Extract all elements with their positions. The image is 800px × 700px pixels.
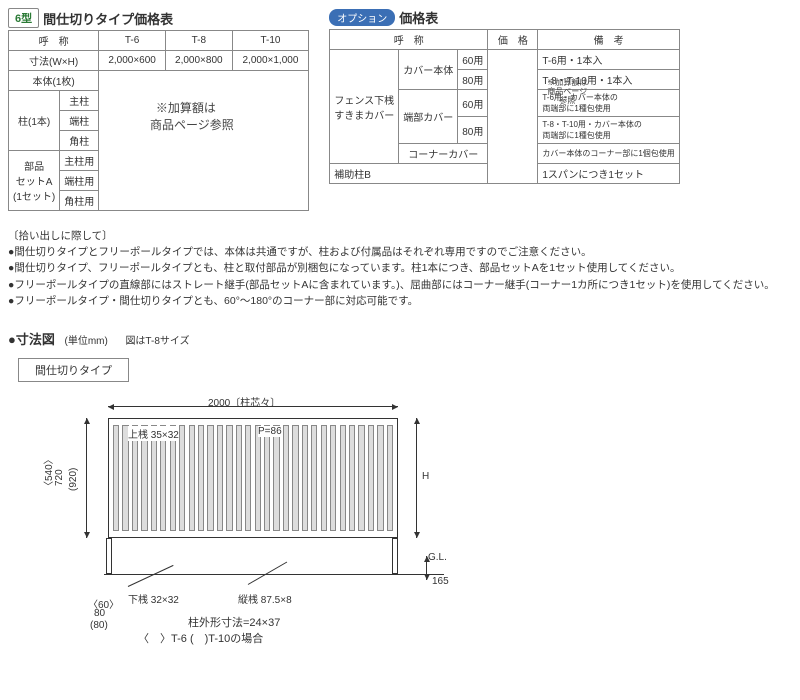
cell: カバー本体 xyxy=(399,50,458,90)
table1-title: 間仕切りタイプ価格表 xyxy=(43,9,173,28)
notes-lead: 〔拾い出しに際して〕 xyxy=(8,229,792,244)
overlay-note: ※加算額は 商品ページ 参照 xyxy=(547,79,587,105)
cell: 60用 xyxy=(458,50,488,70)
cell: カバー本体のコーナー部に1個包使用 xyxy=(538,144,679,164)
depth-line xyxy=(426,556,427,580)
fence-diagram: 2000〔柱芯々〕 上桟 35×32 P=86 G.L. 165 H 〈540〉… xyxy=(28,396,508,656)
vert-rail-label: 縦桟 87.5×8 xyxy=(238,591,292,606)
cell: 主柱用 xyxy=(60,151,99,171)
pitch-label: P=86 xyxy=(258,426,282,437)
dim-note: 図はT-8サイズ xyxy=(125,336,189,347)
post-left xyxy=(106,538,112,574)
dim-title: ●寸法図 xyxy=(8,332,55,347)
h-label: H xyxy=(422,471,429,482)
note-item: ●間仕切りタイプ、フリーポールタイプとも、柱と取付部品が別梱包になっています。柱… xyxy=(8,261,792,276)
dimension-section: ●寸法図 (単位mm) 図はT-8サイズ 間仕切りタイプ 2000〔柱芯々〕 上… xyxy=(8,329,792,656)
th: T-10 xyxy=(232,31,309,51)
cell: 60用 xyxy=(458,90,488,117)
bottom-rail-label: 下桟 32×32 xyxy=(128,591,179,606)
cell: T-8・T-10用・カバー本体の 両端部に1種包使用 xyxy=(538,117,679,144)
th: 呼 称 xyxy=(9,31,99,51)
price-table-2: オプション 価格表 呼 称 価 格 備 考 フェンス下桟 すきまカバー カバー本… xyxy=(329,8,680,211)
th: 呼 称 xyxy=(330,30,488,50)
cell: 主柱 xyxy=(60,91,99,111)
cell: 部品 セットA (1セット) xyxy=(9,151,60,211)
cell: 本体(1枚) xyxy=(9,71,99,91)
cell: 2,000×800 xyxy=(165,51,232,71)
overlay-note: ※加算額は 商品ページ参照 xyxy=(138,100,234,134)
cell: 1スパンにつき1セット xyxy=(538,164,679,184)
note-item: ●フリーポールタイプ・間仕切りタイプとも、60°～180°のコーナー部に対応可能… xyxy=(8,294,792,309)
price-area xyxy=(488,50,538,184)
dim-type-box: 間仕切りタイプ xyxy=(18,358,129,382)
cell: 角柱 xyxy=(60,131,99,151)
cell: 補助柱B xyxy=(330,164,488,184)
gl-label: G.L. xyxy=(428,552,447,563)
cell: フェンス下桟 すきまカバー xyxy=(330,50,399,164)
table2: 呼 称 価 格 備 考 フェンス下桟 すきまカバー カバー本体 60用 T-6用… xyxy=(329,29,680,184)
pw80: 80 xyxy=(94,608,105,619)
cell: T-6用・1本入 xyxy=(538,50,679,70)
cell: コーナーカバー xyxy=(399,144,488,164)
price-area xyxy=(99,71,309,211)
cell: 端部カバー xyxy=(399,90,458,144)
note-item: ●間仕切りタイプとフリーポールタイプでは、本体は共通ですが、柱および付属品はそれ… xyxy=(8,245,792,260)
price-table-1: 6型 間仕切りタイプ価格表 呼 称 T-6 T-8 T-10 寸法(W×H) 2… xyxy=(8,8,309,211)
cell: 80用 xyxy=(458,117,488,144)
dim-w: 2000〔柱芯々〕 xyxy=(208,394,280,409)
th: 価 格 xyxy=(488,30,538,50)
table2-title: 価格表 xyxy=(399,8,438,27)
cell: 2,000×600 xyxy=(99,51,166,71)
th: T-8 xyxy=(165,31,232,51)
option-badge: オプション xyxy=(329,9,395,26)
h920: (920) xyxy=(68,468,79,491)
cell: 80用 xyxy=(458,70,488,90)
cell: 角柱用 xyxy=(60,191,99,211)
post-dims: 柱外形寸法=24×37 xyxy=(188,614,280,630)
th: 備 考 xyxy=(538,30,679,50)
leader-bottom xyxy=(128,565,174,587)
top-rail-label: 上桟 35×32 xyxy=(128,426,179,441)
type-badge: 6型 xyxy=(8,8,39,28)
notes-block: 〔拾い出しに際して〕 ●間仕切りタイプとフリーポールタイプでは、本体は共通ですが… xyxy=(8,229,792,309)
h720: 720 xyxy=(54,469,65,486)
th: T-6 xyxy=(99,31,166,51)
h-line xyxy=(416,418,417,538)
cell: 柱(1本) xyxy=(9,91,60,151)
cell: 端柱用 xyxy=(60,171,99,191)
post-right xyxy=(392,538,398,574)
cell: 2,000×1,000 xyxy=(232,51,309,71)
cell: 端柱 xyxy=(60,111,99,131)
h540: 〈540〉 xyxy=(40,454,55,491)
pw80b: (80) xyxy=(90,620,108,631)
note-item: ●フリーポールタイプの直線部にはストレート継手(部品セットAに含まれています。)… xyxy=(8,278,792,293)
cell: 寸法(W×H) xyxy=(9,51,99,71)
h-left-line xyxy=(86,418,87,538)
depth-label: 165 xyxy=(432,576,449,587)
legend: 〈 〉T-6 ( )T-10の場合 xyxy=(138,630,263,646)
dim-unit: (単位mm) xyxy=(64,336,107,347)
